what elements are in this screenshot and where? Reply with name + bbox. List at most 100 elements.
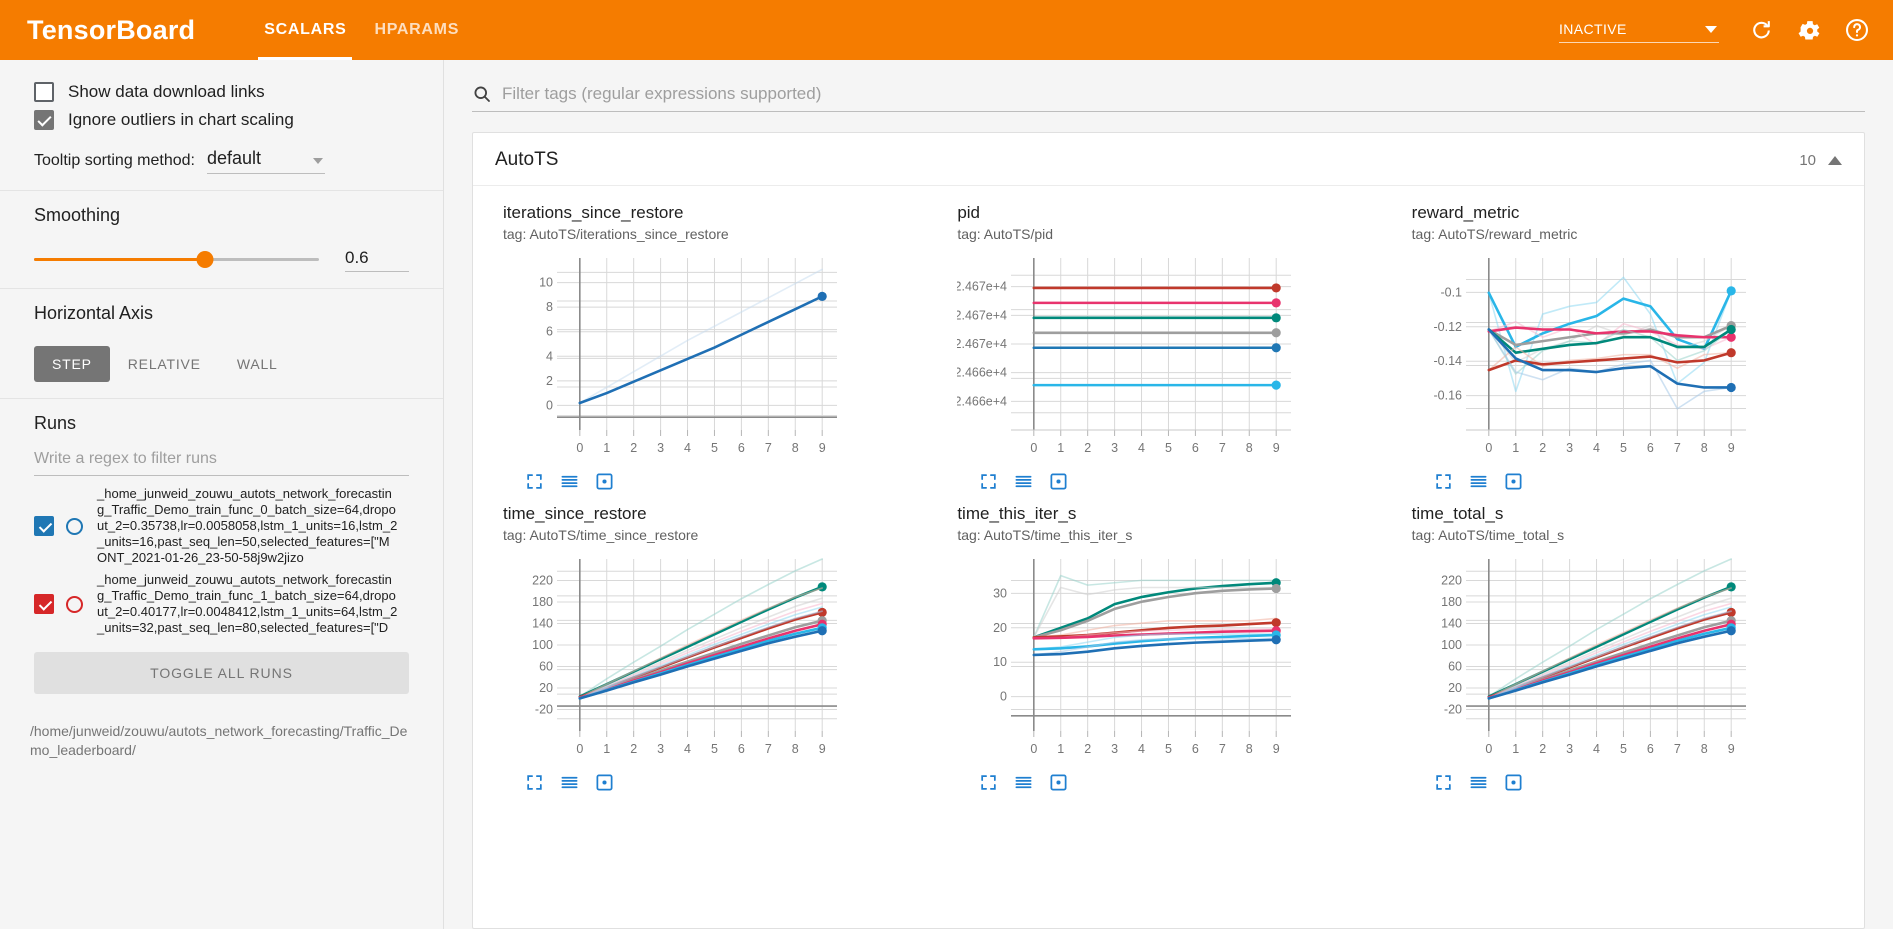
chart-plot[interactable]: -20 20 60 100 140 180 220 0 1 2 3 4 5 6 7 8 9 [1412, 551, 1760, 769]
svg-text:7: 7 [765, 441, 772, 455]
tooltip-sorting-label: Tooltip sorting method: [34, 152, 195, 169]
svg-text:2.466e+4: 2.466e+4 [957, 366, 1007, 380]
smoothing-value-input[interactable]: 0.6 [345, 248, 409, 272]
tag-group-header[interactable]: AutoTS 10 [473, 133, 1864, 186]
runs-list[interactable]: _home_junweid_zouwu_autots_network_forec… [34, 486, 409, 642]
svg-text:6: 6 [546, 325, 553, 339]
data-series-icon[interactable] [560, 773, 579, 792]
tab-hparams[interactable]: HPARAMS [374, 21, 460, 38]
search-icon [474, 86, 490, 102]
svg-text:140: 140 [532, 617, 553, 631]
svg-text:60: 60 [1448, 660, 1462, 674]
svg-text:180: 180 [532, 595, 553, 609]
expand-fullscreen-icon[interactable] [979, 472, 998, 491]
svg-text:6: 6 [1192, 441, 1199, 455]
reset-zoom-icon[interactable] [595, 472, 614, 491]
chart-plot[interactable]: -0.16 -0.14 -0.12 -0.1 0 1 2 3 4 5 6 7 8 9 [1412, 250, 1760, 468]
chart-time_this_iter_s: time_this_iter_s tag: AutoTS/time_this_it… [945, 495, 1399, 796]
main-content: Filter tags (regular expressions support… [444, 60, 1893, 929]
axis-btn-wall[interactable]: WALL [236, 356, 278, 372]
sidebar: Show data download links Ignore outliers… [0, 60, 444, 929]
svg-text:1: 1 [1512, 742, 1519, 756]
help-question-icon[interactable] [1837, 10, 1877, 50]
svg-text:140: 140 [1441, 617, 1462, 631]
svg-text:5: 5 [1165, 742, 1172, 756]
reset-zoom-icon[interactable] [1504, 472, 1523, 491]
expand-fullscreen-icon[interactable] [1434, 472, 1453, 491]
chart-title: reward_metric [1411, 203, 1520, 222]
data-series-icon[interactable] [560, 472, 579, 491]
svg-text:2.466e+4: 2.466e+4 [957, 394, 1007, 408]
svg-text:8: 8 [1700, 441, 1707, 455]
smoothing-title: Smoothing [34, 205, 121, 225]
runs-section: Runs Write a regex to filter runs _home_… [0, 399, 443, 710]
chart-plot[interactable]: 0 10 20 30 0 1 2 3 4 5 6 7 8 9 [957, 551, 1305, 769]
chart-title: pid [957, 203, 981, 222]
chart-toolbar [503, 468, 933, 491]
refresh-icon[interactable] [1741, 10, 1781, 50]
svg-text:-0.1: -0.1 [1440, 285, 1462, 299]
show-download-links-checkbox[interactable] [34, 82, 54, 102]
run-color-indicator[interactable] [66, 595, 83, 613]
svg-text:7: 7 [1674, 742, 1681, 756]
svg-text:1: 1 [603, 441, 610, 455]
svg-text:3: 3 [657, 742, 664, 756]
reset-zoom-icon[interactable] [1049, 773, 1068, 792]
data-series-icon[interactable] [1469, 472, 1488, 491]
svg-text:0: 0 [1485, 441, 1492, 455]
ignore-outliers-row[interactable]: Ignore outliers in chart scaling [34, 110, 409, 130]
runs-title: Runs [34, 413, 77, 433]
tag-filter-field[interactable]: Filter tags (regular expressions support… [472, 84, 1865, 112]
svg-text:4: 4 [1138, 742, 1145, 756]
svg-text:0: 0 [576, 441, 583, 455]
tab-scalars[interactable]: SCALARS [250, 0, 360, 60]
run-item[interactable]: _home_junweid_zouwu_autots_network_forec… [34, 486, 399, 566]
svg-text:2.467e+4: 2.467e+4 [957, 280, 1007, 294]
reset-zoom-icon[interactable] [1504, 773, 1523, 792]
slider-thumb[interactable] [196, 251, 214, 268]
data-series-icon[interactable] [1014, 472, 1033, 491]
run-checkbox[interactable] [34, 516, 54, 536]
svg-text:-20: -20 [1444, 703, 1462, 717]
svg-text:9: 9 [1727, 441, 1734, 455]
chart-time_total_s: time_total_s tag: AutoTS/time_total_s -20 2… [1400, 495, 1854, 796]
axis-btn-relative[interactable]: RELATIVE [127, 356, 201, 372]
axis-btn-step[interactable]: STEP [34, 346, 110, 382]
run-item[interactable]: _home_junweid_zouwu_autots_network_forec… [34, 572, 399, 636]
show-download-links-row[interactable]: Show data download links [34, 82, 409, 102]
smoothing-slider[interactable] [34, 251, 319, 268]
svg-text:9: 9 [819, 742, 826, 756]
reset-zoom-icon[interactable] [595, 773, 614, 792]
expand-fullscreen-icon[interactable] [1434, 773, 1453, 792]
tooltip-sorting-select[interactable]: default [206, 148, 325, 174]
tooltip-sorting-row: Tooltip sorting method: default [34, 148, 409, 174]
runs-filter-input[interactable]: Write a regex to filter runs [34, 450, 409, 476]
expand-fullscreen-icon[interactable] [979, 773, 998, 792]
run-checkbox[interactable] [34, 594, 54, 614]
chart-plot[interactable]: 0 2 4 6 8 10 0 1 2 3 4 5 6 7 8 9 [503, 250, 851, 468]
reload-status-dropdown[interactable]: INACTIVE [1559, 17, 1719, 43]
svg-text:2.467e+4: 2.467e+4 [957, 308, 1007, 322]
settings-gear-icon[interactable] [1789, 10, 1829, 50]
reset-zoom-icon[interactable] [1049, 472, 1068, 491]
smoothing-section: Smoothing 0.6 [0, 191, 443, 289]
chart-plot[interactable]: -20 20 60 100 140 180 220 0 1 2 3 4 5 6 7 8 9 [503, 551, 851, 769]
svg-text:20: 20 [1448, 681, 1462, 695]
expand-fullscreen-icon[interactable] [525, 472, 544, 491]
chart-plot[interactable]: 2.466e+4 2.466e+4 2.467e+4 2.467e+4 2.467e+4… [957, 250, 1305, 468]
chart-time_since_restore: time_since_restore tag: AutoTS/time_since… [491, 495, 945, 796]
data-series-icon[interactable] [1469, 773, 1488, 792]
chart-toolbar [1412, 769, 1842, 792]
data-series-icon[interactable] [1014, 773, 1033, 792]
expand-fullscreen-icon[interactable] [525, 773, 544, 792]
svg-text:4: 4 [1593, 742, 1600, 756]
chevron-up-icon[interactable] [1828, 155, 1842, 165]
svg-text:220: 220 [1441, 574, 1462, 588]
svg-text:5: 5 [1165, 441, 1172, 455]
ignore-outliers-checkbox[interactable] [34, 110, 54, 130]
svg-text:2: 2 [1539, 742, 1546, 756]
chevron-down-icon [1705, 26, 1717, 33]
svg-text:0: 0 [1000, 690, 1007, 704]
toggle-all-runs-button[interactable]: TOGGLE ALL RUNS [34, 652, 409, 694]
run-color-indicator[interactable] [66, 517, 83, 535]
